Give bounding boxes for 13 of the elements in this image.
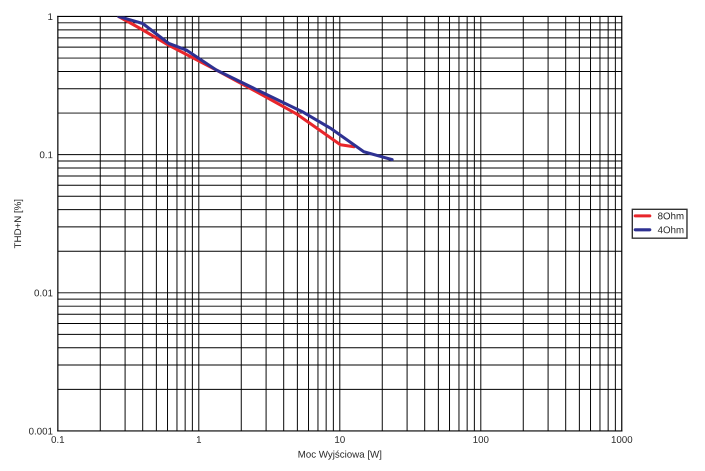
y-axis-title: THD+N [%] [14,200,24,248]
x-tick-label: 1000 [612,436,632,443]
x-tick-label: 1 [196,436,202,443]
y-tick-label: 1 [48,13,52,20]
legend-label: 8Ohm [658,212,684,220]
x-tick-label: 10 [335,436,345,443]
x-axis-title: Moc Wyjściowa [W] [298,450,382,460]
x-tick-label: 100 [473,436,489,443]
y-tick-label: 0.01 [34,290,52,296]
legend-label: 4Ohm [658,226,684,234]
y-tick-label: 0.1 [40,151,52,158]
y-tick-label: 0.001 [29,428,52,435]
x-tick-label: 0.1 [51,436,64,443]
